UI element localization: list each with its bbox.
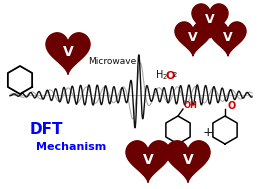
Text: $_2$: $_2$ bbox=[172, 70, 178, 80]
Text: V: V bbox=[205, 13, 215, 26]
Text: H$_2$: H$_2$ bbox=[155, 68, 168, 82]
Text: V: V bbox=[188, 31, 198, 44]
Polygon shape bbox=[210, 22, 246, 56]
Polygon shape bbox=[126, 141, 170, 182]
Polygon shape bbox=[192, 4, 228, 38]
Text: +: + bbox=[203, 126, 213, 139]
Text: OH: OH bbox=[184, 101, 198, 111]
Text: Mechanism: Mechanism bbox=[36, 142, 106, 152]
Text: V: V bbox=[63, 45, 73, 59]
Text: O: O bbox=[227, 101, 235, 111]
Polygon shape bbox=[175, 22, 211, 56]
Text: $\mathbf{O}$: $\mathbf{O}$ bbox=[165, 69, 176, 81]
Text: DFT: DFT bbox=[30, 122, 63, 138]
Polygon shape bbox=[46, 33, 90, 74]
Polygon shape bbox=[166, 141, 210, 182]
Text: V: V bbox=[183, 153, 193, 167]
Text: V: V bbox=[223, 31, 233, 44]
Text: V: V bbox=[143, 153, 153, 167]
Text: Microwave: Microwave bbox=[88, 57, 136, 67]
